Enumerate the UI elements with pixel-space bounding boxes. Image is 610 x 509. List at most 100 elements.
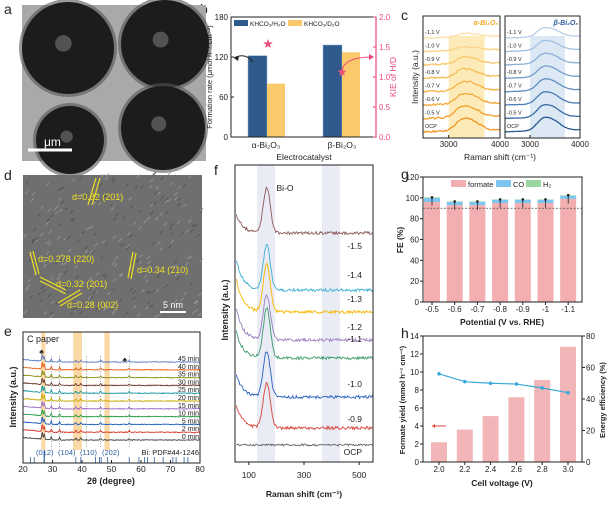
- y-tick-label: 0: [415, 458, 420, 467]
- lattice-fringe: [68, 248, 72, 253]
- lattice-fringe: [36, 258, 40, 263]
- curve-label: -0.9 V: [507, 57, 522, 63]
- lattice-fringe: [60, 186, 65, 190]
- x-tick-label: 40: [77, 464, 87, 474]
- error-bar-cap: [453, 200, 457, 203]
- lattice-fringe: [45, 221, 50, 226]
- lattice-fringe: [31, 238, 35, 242]
- lattice-fringe: [31, 239, 36, 244]
- hkl-label: (012): [36, 448, 54, 457]
- lattice-fringe: [64, 207, 69, 211]
- lattice-fringe: [132, 305, 137, 309]
- lattice-fringe: [111, 311, 116, 316]
- scale-bar-label: μm: [44, 135, 61, 149]
- y-tick-label: 20: [410, 277, 419, 286]
- shaded-region: [530, 36, 565, 138]
- lattice-fringe: [157, 191, 161, 195]
- bar-0-1: [322, 44, 343, 138]
- tem-image-a: μm: [19, 0, 212, 177]
- lattice-fringe: [198, 312, 202, 317]
- lattice-fringe: [177, 185, 181, 190]
- lattice-fringe: [58, 208, 63, 213]
- panel-label-f: f: [214, 162, 218, 178]
- lattice-fringe: [63, 270, 68, 274]
- x-tick-label: 500: [352, 470, 366, 480]
- lattice-fringe: [128, 197, 132, 201]
- lattice-fringe: [46, 218, 51, 222]
- lattice-fringe: [155, 288, 159, 293]
- lattice-fringe: [176, 220, 181, 225]
- lattice-fringe: [110, 202, 114, 207]
- lattice-fringe: [64, 291, 68, 295]
- lattice-fringe: [159, 247, 163, 251]
- lattice-fringe: [29, 295, 33, 299]
- lattice-fringe: [23, 233, 27, 238]
- bar-0-0: [247, 55, 268, 138]
- curve-label: 5 min: [182, 418, 199, 425]
- lattice-fringe: [180, 231, 185, 236]
- curve-label: -0.5 V: [425, 110, 440, 116]
- lattice-fringe: [69, 210, 74, 214]
- fringe-marker: [59, 292, 83, 307]
- curve-label: -1.3: [347, 294, 362, 304]
- lattice-fringe: [136, 258, 140, 262]
- lattice-fringe: [147, 260, 151, 265]
- y-axis-label: Intensity (a.u.): [410, 50, 420, 104]
- lattice-fringe: [103, 304, 108, 309]
- lattice-fringe: [129, 287, 133, 292]
- hkl-label: (104): [58, 448, 76, 457]
- lattice-fringe: [200, 207, 204, 212]
- lattice-fringe: [191, 223, 196, 228]
- xrd-curve: [22, 385, 201, 395]
- lattice-fringe: [173, 260, 178, 264]
- lattice-fringe: [102, 194, 107, 199]
- lattice-fringe: [126, 245, 130, 250]
- lattice-fringe: [71, 218, 76, 222]
- error-bar-cap: [430, 196, 434, 199]
- lattice-fringe: [101, 240, 106, 244]
- lattice-fringe: [154, 216, 159, 221]
- lattice-fringe: [82, 195, 87, 199]
- lattice-fringe: [134, 185, 139, 190]
- lattice-fringe: [95, 306, 100, 310]
- x-tick-label: β-Bi₂O₃: [328, 140, 357, 150]
- lattice-fringe: [153, 171, 157, 176]
- curve-label: -1.2: [347, 322, 362, 332]
- curve-label: -0.8 V: [425, 70, 440, 76]
- lattice-fringe: [47, 293, 52, 298]
- x-tick-label: 3000: [521, 140, 539, 149]
- y-tick-label: 0: [224, 133, 229, 142]
- panel-label-d: d: [4, 167, 12, 183]
- lattice-fringe: [159, 230, 163, 235]
- scale-bar-label: 5 nm: [163, 300, 183, 310]
- panel-label-a: a: [4, 1, 12, 17]
- lattice-fringe: [90, 301, 94, 305]
- lattice-fringe: [24, 190, 29, 195]
- raman-curve: [235, 306, 374, 361]
- x-tick-label: -0.7: [471, 305, 485, 314]
- lattice-fringe: [26, 283, 31, 288]
- lattice-fringe: [129, 205, 134, 209]
- y-tick-label: 4: [415, 422, 420, 431]
- fringe-marker: [57, 289, 81, 304]
- lattice-fringe: [60, 262, 64, 266]
- lattice-fringe: [58, 272, 62, 277]
- x-tick-label: α-Bi₂O₃: [252, 140, 281, 150]
- spectrum-curve: [504, 39, 581, 53]
- yield-bar: [431, 442, 447, 462]
- arrowhead: [234, 56, 239, 61]
- lattice-fringe: [167, 245, 172, 249]
- lattice-fringe: [79, 176, 83, 180]
- lattice-fringe: [173, 196, 178, 201]
- kie-star-marker: [337, 67, 347, 77]
- fringe-marker: [130, 252, 137, 280]
- y2-tick-label: 0.0: [379, 133, 391, 142]
- error-bar-cap: [521, 198, 525, 201]
- shaded-region: [257, 165, 276, 462]
- lattice-annotation: d=0.32 (201): [72, 192, 123, 202]
- x-tick-label: 100: [242, 470, 256, 480]
- lattice-fringe: [141, 289, 145, 293]
- y-tick-label: 12: [410, 350, 419, 359]
- x-tick-label: -0.9: [516, 305, 530, 314]
